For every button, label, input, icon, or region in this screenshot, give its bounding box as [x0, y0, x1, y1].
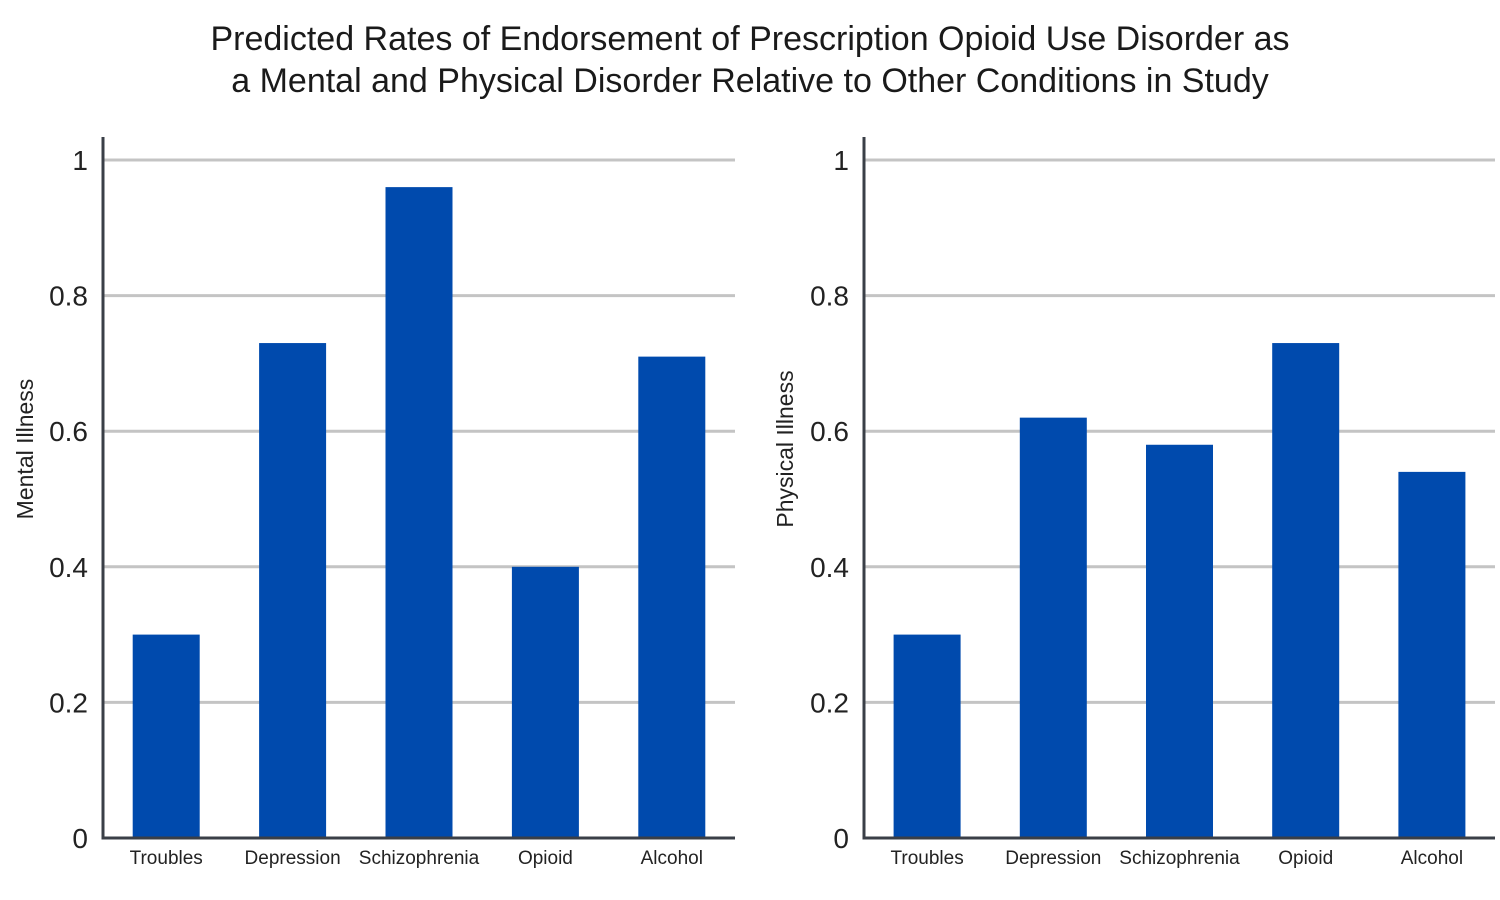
- physical-bar-opioid: [1272, 343, 1340, 838]
- mental-y-tick-label: 0: [72, 823, 88, 854]
- physical-x-tick-label: Schizophrenia: [1119, 848, 1240, 869]
- mental-x-tick-label: Troubles: [130, 848, 203, 869]
- physical-y-tick-label: 1: [833, 145, 849, 176]
- physical-y-tick-label: 0.4: [810, 552, 849, 583]
- mental-bar-depression: [259, 343, 327, 838]
- physical-bar-depression: [1019, 417, 1087, 838]
- mental-y-tick-label: 0.8: [49, 281, 88, 312]
- physical-y-tick-label: 0.8: [810, 281, 849, 312]
- mental-illness-chart: 0 0.2 0.4 0.6 0.8 1 Troubles Depression Schizoph…: [12, 137, 735, 869]
- physical-x-tick-label: Alcohol: [1401, 848, 1463, 869]
- mental-bar-schizophrenia: [385, 187, 453, 838]
- physical-y-axis-title: Physical Illness: [772, 370, 798, 527]
- mental-y-tick-label: 0.6: [49, 416, 88, 447]
- chart-title-line-2: a Mental and Physical Disorder Relative …: [231, 62, 1269, 100]
- mental-x-tick-label: Depression: [245, 848, 341, 869]
- physical-y-tick-label: 0.6: [810, 416, 849, 447]
- mental-y-tick-label: 0.4: [49, 552, 88, 583]
- physical-y-tick-label: 0: [833, 823, 849, 854]
- mental-x-tick-label: Opioid: [518, 848, 573, 869]
- physical-y-tick-label: 0.2: [810, 687, 849, 718]
- mental-y-tick-label: 0.2: [49, 687, 88, 718]
- physical-bar-troubles: [893, 634, 961, 838]
- mental-y-axis-title: Mental Illness: [12, 379, 38, 520]
- physical-x-tick-label: Depression: [1005, 848, 1101, 869]
- physical-bar-alcohol: [1398, 471, 1466, 838]
- mental-x-tick-label: Schizophrenia: [359, 848, 480, 869]
- chart-title-line-1: Predicted Rates of Endorsement of Prescr…: [210, 20, 1290, 58]
- physical-x-tick-label: Opioid: [1278, 848, 1333, 869]
- mental-y-tick-label: 1: [72, 145, 88, 176]
- mental-bar-opioid: [511, 566, 579, 838]
- mental-bar-troubles: [132, 634, 200, 838]
- physical-illness-chart: 0 0.2 0.4 0.6 0.8 1 Troubles Depression Schizoph…: [772, 137, 1495, 869]
- physical-bar-schizophrenia: [1146, 444, 1213, 838]
- mental-bar-alcohol: [638, 356, 706, 838]
- chart-title: Predicted Rates of Endorsement of Prescr…: [0, 18, 1500, 102]
- physical-x-tick-label: Troubles: [890, 848, 963, 869]
- mental-x-tick-label: Alcohol: [641, 848, 703, 869]
